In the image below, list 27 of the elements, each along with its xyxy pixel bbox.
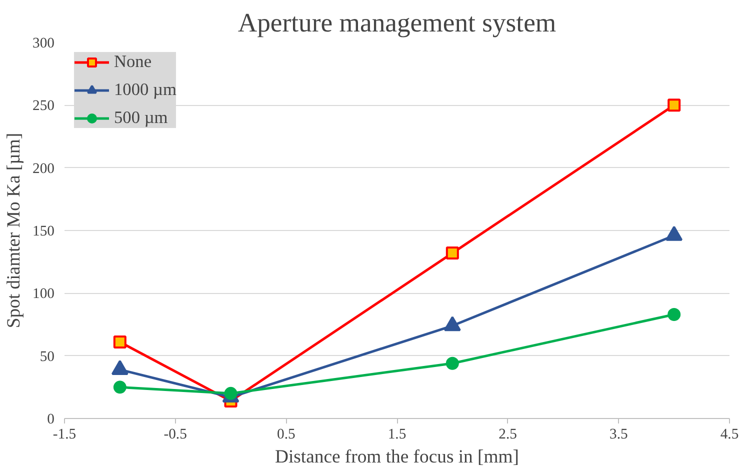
point bbox=[224, 386, 238, 400]
x-tick-label: 4.5 bbox=[720, 426, 739, 442]
x-tick-label: 1.5 bbox=[388, 426, 406, 442]
point bbox=[446, 356, 459, 370]
y-tick-label: 100 bbox=[32, 286, 54, 302]
legend-label: None bbox=[114, 52, 152, 72]
x-tick-label: -1.5 bbox=[52, 426, 76, 442]
legend-label: 500 µm bbox=[114, 108, 168, 128]
x-tick-label: 3.5 bbox=[610, 426, 628, 442]
point bbox=[668, 308, 681, 321]
point bbox=[446, 246, 459, 260]
point bbox=[668, 98, 681, 112]
chart-title: Aperture management system bbox=[238, 8, 556, 38]
x-tick-label: 0.5 bbox=[277, 426, 296, 442]
y-tick-label: 0 bbox=[47, 412, 54, 428]
y-tick-label: 250 bbox=[32, 98, 54, 114]
y-tick-label: 200 bbox=[32, 160, 54, 177]
y-tick-label: 50 bbox=[40, 348, 54, 365]
x-axis-title: Distance from the focus in [mm] bbox=[274, 446, 520, 468]
point bbox=[113, 380, 126, 394]
point bbox=[113, 336, 126, 349]
x-tick-label: 2.5 bbox=[498, 426, 517, 442]
y-axis-title: Spot diamter Mo Ka [µm] bbox=[4, 132, 25, 328]
x-tick-label: -0.5 bbox=[164, 426, 187, 442]
y-tick-label: 300 bbox=[32, 36, 54, 52]
y-tick-label: 150 bbox=[32, 224, 54, 240]
legend-label: 1000 µm bbox=[114, 80, 176, 100]
